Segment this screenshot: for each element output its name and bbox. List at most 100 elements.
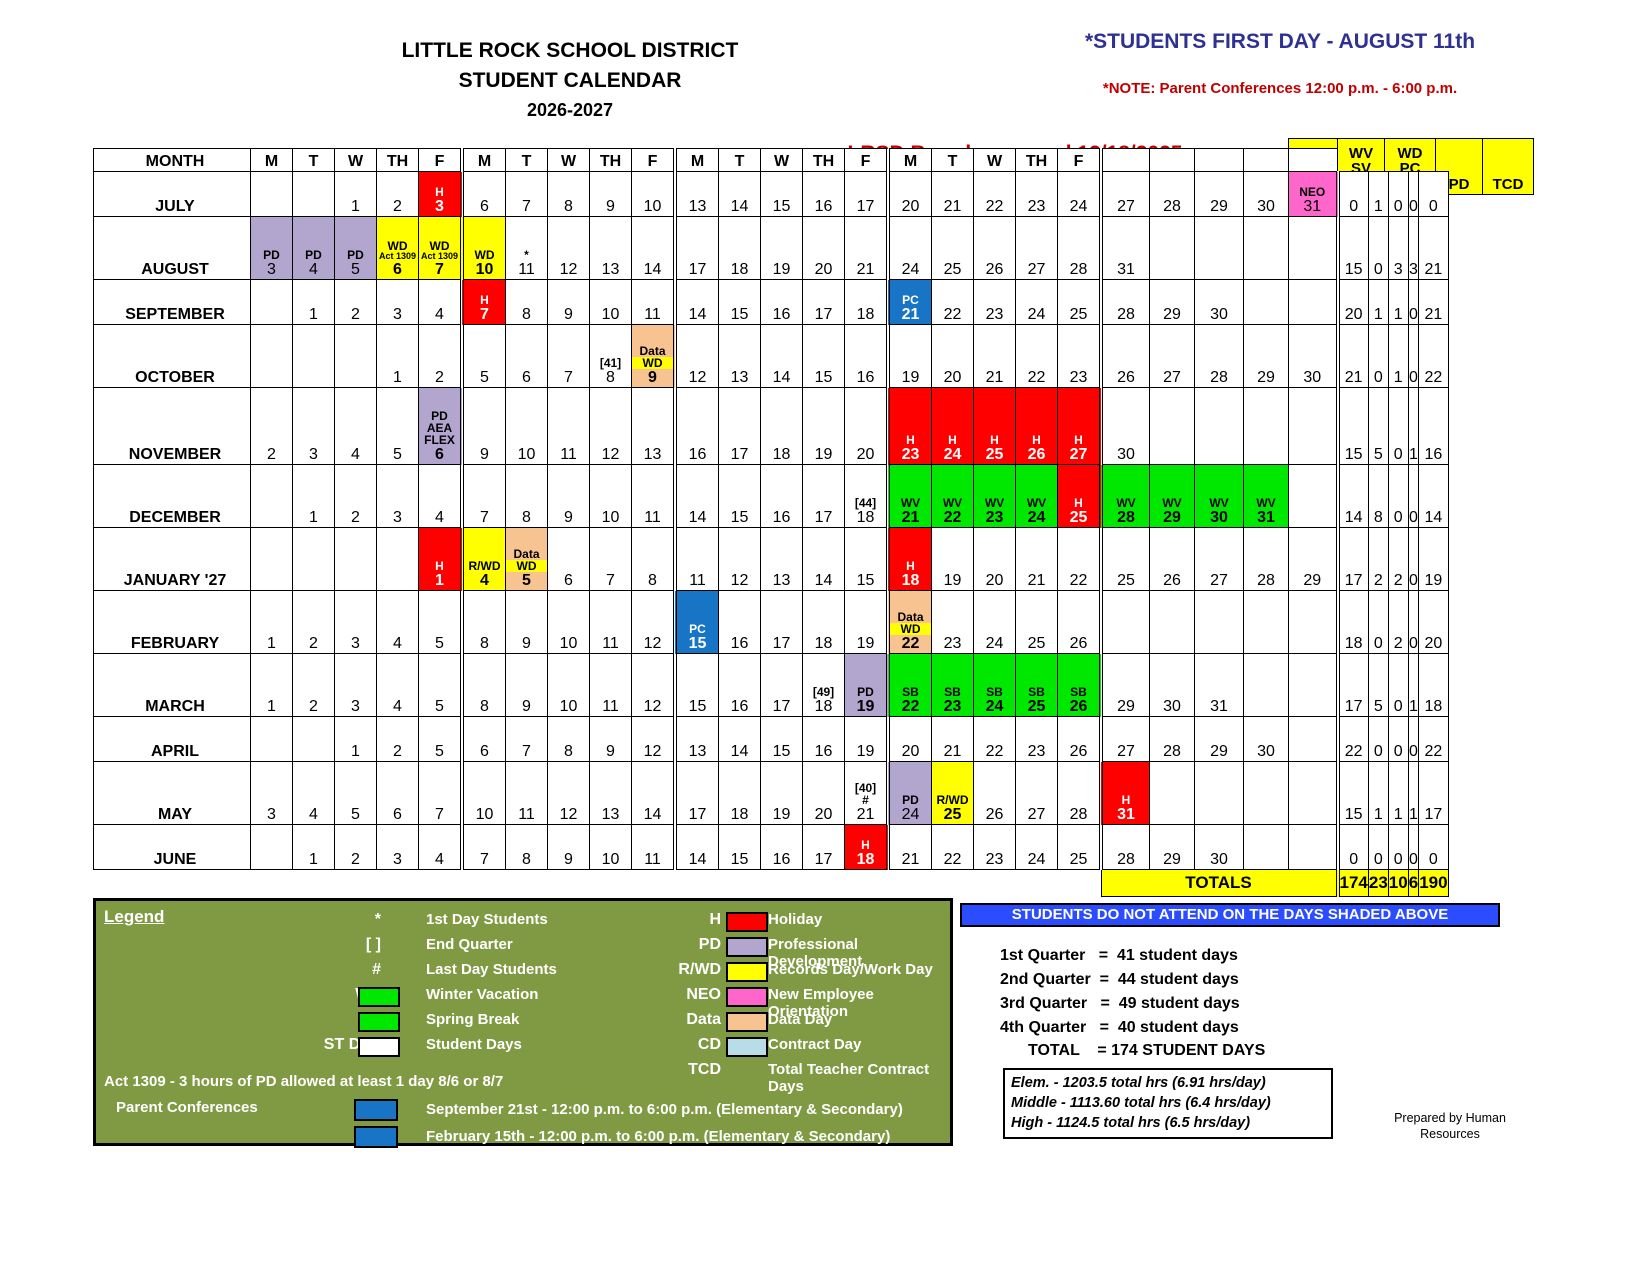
legend-description: Contract Day — [768, 1036, 862, 1053]
day-cell: 6 — [460, 171, 506, 217]
summary-cell: 0 — [1387, 464, 1409, 528]
day-header-10: M — [673, 148, 719, 172]
legend-title: Legend — [104, 907, 165, 926]
day-cell: 12 — [718, 527, 761, 591]
summary-cell: 16 — [1418, 387, 1449, 465]
month-label: NOVEMBER — [93, 387, 251, 465]
day-cell: 23 — [973, 279, 1016, 325]
day-cell: 27 — [1099, 716, 1150, 762]
day-cell: 14 — [718, 716, 761, 762]
day-cell: PD 5 — [334, 216, 377, 280]
day-cell: 10 — [460, 761, 506, 825]
day-cell: 14 — [673, 279, 719, 325]
legend-swatch — [726, 962, 768, 982]
day-cell: 1 — [376, 324, 419, 388]
day-cell: SB 22 — [886, 653, 932, 717]
legend-description: New Employee Orientation — [768, 986, 874, 1020]
day-cell: 2 — [292, 653, 335, 717]
day-cell: 9 — [547, 279, 590, 325]
quarter-line: 4th Quarter = 40 student days — [1000, 1019, 1239, 1036]
day-cell: 4 — [292, 761, 335, 825]
day-cell: 15 — [718, 824, 761, 870]
day-cell: 15 — [673, 653, 719, 717]
total-student-days: TOTAL = 174 STUDENT DAYS — [1028, 1042, 1266, 1059]
day-cell: 8 — [460, 590, 506, 654]
legend-symbol: CD — [697, 1036, 721, 1053]
day-cell: 5 — [460, 324, 506, 388]
totals-spacer — [93, 869, 1101, 897]
day-cell: 11 — [631, 464, 676, 528]
day-header-11: T — [718, 148, 761, 172]
day-cell: 19 — [760, 216, 803, 280]
day-cell — [334, 527, 377, 591]
hours-line: High - 1124.5 total hrs (6.5 hrs/day) — [1011, 1115, 1251, 1131]
day-cell: 4 — [334, 387, 377, 465]
day-header-6: T — [505, 148, 548, 172]
month-row: SEPTEMBER 1 2 3 4 H 7 8 9 10 11 14 15 16 17 18 PC 21 22 23… — [93, 279, 1449, 325]
day-cell — [1149, 590, 1195, 654]
day-cell: PC 21 — [886, 279, 932, 325]
legend-symbol: R/WD — [678, 961, 721, 978]
day-cell: 2 — [292, 590, 335, 654]
day-cell — [1243, 387, 1289, 465]
legend-description: Spring Break — [426, 1011, 520, 1028]
day-cell: 10 — [589, 279, 632, 325]
day-cell: 15 — [844, 527, 889, 591]
day-cell: 16 — [802, 171, 845, 217]
day-cell: 12 — [631, 716, 676, 762]
month-row: APRIL 1 2 5 6 7 8 9 12 13 14 15 16 19 20 21 22 23 26 27 28 2… — [93, 716, 1449, 762]
day-cell: 7 — [547, 324, 590, 388]
hours-line: Elem. - 1203.5 total hrs (6.91 hrs/day) — [1011, 1075, 1266, 1091]
day-cell — [1243, 590, 1289, 654]
summary-cell: 21 — [1335, 324, 1369, 388]
day-cell — [1288, 216, 1338, 280]
day-cell: PD 3 — [250, 216, 293, 280]
summary-cell: 1 — [1387, 324, 1409, 388]
day-cell: 10 — [589, 824, 632, 870]
summary-cell: 0 — [1407, 324, 1420, 388]
totals-value: 174 — [1335, 869, 1369, 897]
day-cell — [1243, 761, 1289, 825]
day-cell: 19 — [802, 387, 845, 465]
day-cell: 29 — [1149, 824, 1195, 870]
summary-cell: 17 — [1418, 761, 1449, 825]
summary-cell: 0 — [1335, 171, 1369, 217]
day-cell — [1194, 761, 1244, 825]
month-label: SEPTEMBER — [93, 279, 251, 325]
day-cell — [334, 324, 377, 388]
summary-cell: 8 — [1367, 464, 1389, 528]
day-cell: 1 — [250, 653, 293, 717]
day-cell: WD Act 1309 6 — [376, 216, 419, 280]
day-cell: 24 — [1015, 824, 1058, 870]
totals-label: TOTALS — [1100, 869, 1338, 897]
day-cell: 13 — [589, 216, 632, 280]
day-cell: 1 — [292, 279, 335, 325]
day-cell: 15 — [760, 171, 803, 217]
day-cell: 21 — [1015, 527, 1058, 591]
day-cell: H 31 — [1099, 761, 1150, 825]
summary-col-spacer-3 — [1243, 148, 1289, 172]
legend-description: Winter Vacation — [426, 986, 539, 1003]
day-cell: 14 — [631, 761, 676, 825]
day-cell: 5 — [376, 387, 419, 465]
legend-description: Last Day Students — [426, 961, 557, 978]
day-cell: 21 — [973, 324, 1016, 388]
day-cell: 22 — [973, 716, 1016, 762]
summary-cell: 15 — [1335, 216, 1369, 280]
summary-col-spacer-0 — [1099, 148, 1150, 172]
parent-conference-note: *NOTE: Parent Conferences 12:00 p.m. - 6… — [1102, 80, 1458, 97]
legend-swatch — [354, 1099, 398, 1121]
day-cell: 3 — [334, 590, 377, 654]
day-cell: 14 — [802, 527, 845, 591]
summary-cell: 0 — [1407, 590, 1420, 654]
day-cell: 24 — [1015, 279, 1058, 325]
day-cell — [1288, 464, 1338, 528]
day-cell: 25 — [1057, 279, 1102, 325]
day-cell: 21 — [886, 824, 932, 870]
legend-description: End Quarter — [426, 936, 513, 953]
summary-cell: 0 — [1418, 824, 1449, 870]
day-cell: WV 23 — [973, 464, 1016, 528]
day-cell: 3 — [376, 824, 419, 870]
day-cell: 19 — [760, 761, 803, 825]
